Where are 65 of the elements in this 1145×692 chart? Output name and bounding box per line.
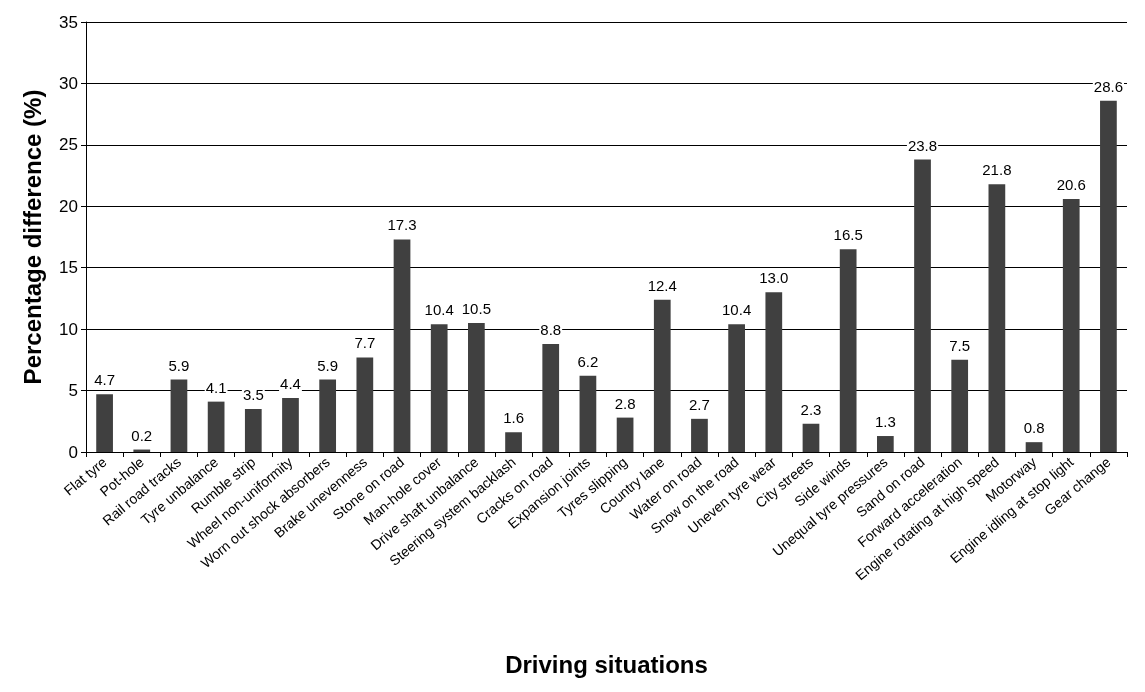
bar <box>876 436 894 452</box>
bar <box>319 379 337 452</box>
y-tick-label: 15 <box>59 258 78 278</box>
data-label: 4.7 <box>94 371 116 389</box>
bar <box>802 423 820 452</box>
bar <box>1100 100 1117 452</box>
y-tick-label: 0 <box>68 442 78 462</box>
data-label: 1.3 <box>874 413 896 431</box>
y-tick-label: 30 <box>59 73 78 93</box>
data-label: 4.4 <box>280 374 301 392</box>
bar <box>951 359 969 452</box>
data-label: 20.6 <box>1056 175 1086 193</box>
bar <box>244 409 262 452</box>
bar <box>393 239 411 452</box>
bar <box>653 299 671 452</box>
bar <box>468 323 485 452</box>
bar <box>728 324 745 452</box>
bar <box>1062 198 1080 452</box>
bar <box>542 343 560 452</box>
bar <box>579 375 597 452</box>
data-label: 8.8 <box>540 320 562 338</box>
data-label: 10.5 <box>461 300 491 317</box>
data-label: 13.0 <box>759 269 789 287</box>
bar <box>207 401 225 452</box>
data-label: 10.4 <box>722 301 752 319</box>
data-label: 28.6 <box>1093 77 1124 95</box>
data-label: 12.4 <box>647 276 677 294</box>
data-label: 2.3 <box>800 400 822 418</box>
y-axis-title: Percentage difference (%) <box>18 89 46 385</box>
bar <box>914 159 931 452</box>
y-tick-label: 25 <box>59 135 78 155</box>
data-label: 2.8 <box>614 394 636 412</box>
data-label: 2.7 <box>689 395 710 413</box>
data-label: 0.8 <box>1023 419 1045 437</box>
bar <box>691 418 708 452</box>
bar <box>282 397 299 452</box>
data-label: 5.9 <box>168 356 190 374</box>
y-tick-label: 10 <box>59 319 78 339</box>
bar <box>988 184 1006 452</box>
data-label: 0.2 <box>131 426 153 444</box>
y-tick-label: 20 <box>59 196 78 216</box>
bar <box>1025 442 1043 452</box>
data-label: 1.6 <box>503 409 524 427</box>
data-label: 17.3 <box>387 216 417 234</box>
data-label: 5.9 <box>317 356 339 374</box>
bar <box>765 292 783 452</box>
data-label: 16.5 <box>833 226 863 244</box>
bar <box>616 417 634 452</box>
data-label: 7.7 <box>354 334 376 352</box>
bar <box>356 357 374 452</box>
data-label: 7.5 <box>949 336 971 354</box>
data-label: 6.2 <box>577 352 599 370</box>
data-label: 23.8 <box>907 136 938 154</box>
bar <box>839 249 857 452</box>
data-label: 3.5 <box>242 386 264 403</box>
bar <box>170 379 188 452</box>
y-tick-label: 5 <box>68 381 78 401</box>
bar <box>430 324 448 452</box>
data-label: 21.8 <box>982 161 1012 179</box>
data-label: 4.1 <box>205 378 227 396</box>
x-axis-title: Driving situations <box>505 650 708 678</box>
y-tick-label: 35 <box>59 12 78 32</box>
bar <box>505 432 522 452</box>
bar <box>96 394 113 452</box>
data-label: 10.4 <box>424 301 454 319</box>
